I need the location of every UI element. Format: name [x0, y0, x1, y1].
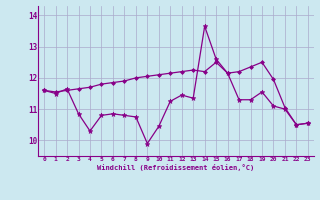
X-axis label: Windchill (Refroidissement éolien,°C): Windchill (Refroidissement éolien,°C)	[97, 164, 255, 171]
